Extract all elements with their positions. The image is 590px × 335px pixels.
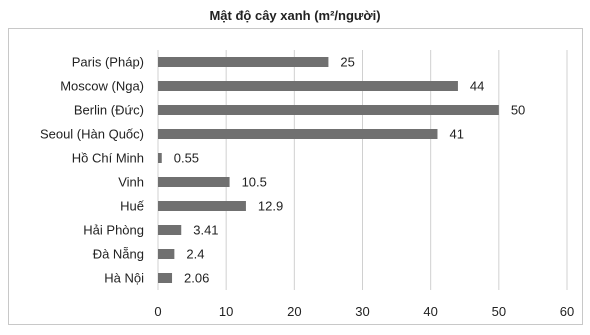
value-label: 2.4 [186,247,204,262]
category-label: Moscow (Nga) [60,79,144,94]
category-label: Berlin (Đức) [74,103,144,118]
x-tick-label: 30 [355,304,369,319]
bar [158,249,175,259]
bar [158,177,230,187]
x-tick-label: 40 [423,304,437,319]
category-label: Hà Nội [104,271,144,286]
category-label: Hồ Chí Minh [72,151,144,166]
bar [158,81,458,91]
value-label: 41 [449,127,463,142]
value-label: 12.9 [258,199,283,214]
x-tick-label: 60 [560,304,574,319]
labels: 0 10 20 30 40 50 60 Paris (Pháp) 25 Moscow (Nga) 4… [40,55,574,320]
value-label: 0.55 [174,151,199,166]
x-tick-label: 10 [219,304,233,319]
bar [158,201,246,211]
value-label: 25 [340,55,354,70]
category-label: Đà Nẵng [93,247,144,262]
x-tick-label: 0 [154,304,161,319]
bar [158,129,438,139]
category-label: Vinh [118,175,144,190]
value-label: 2.06 [184,271,209,286]
category-label: Huế [120,199,145,214]
x-tick-label: 50 [492,304,506,319]
bars [158,57,499,283]
bar [158,153,162,163]
value-label: 50 [511,103,525,118]
chart-title: Mật độ cây xanh (m²/người) [209,8,381,23]
bar [158,273,173,283]
chart-frame [8,28,583,325]
value-label: 3.41 [193,223,218,238]
value-label: 10.5 [242,175,267,190]
bar [158,57,329,67]
value-label: 44 [470,79,484,94]
bar [158,105,499,115]
x-tick-label: 20 [287,304,301,319]
bar [158,225,182,235]
category-label: Hải Phòng [83,223,144,238]
category-label: Seoul (Hàn Quốc) [40,127,144,142]
category-label: Paris (Pháp) [72,55,144,70]
